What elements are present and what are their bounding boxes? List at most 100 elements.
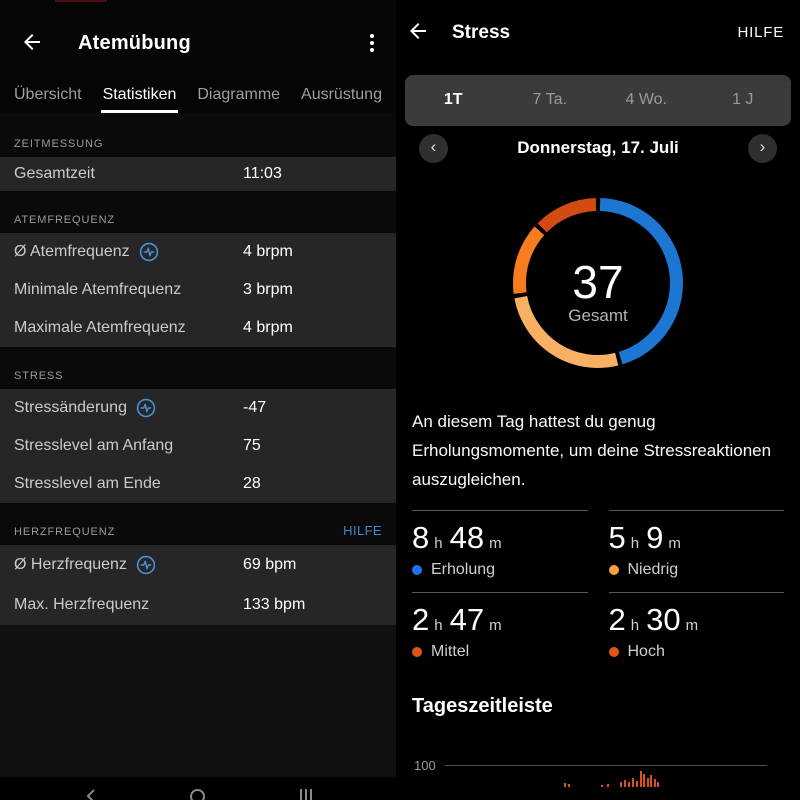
timeline-bar — [620, 782, 622, 788]
kebab-menu-icon — [370, 34, 374, 38]
date-navigation: ‹ Donnerstag, 17. Juli › — [396, 126, 800, 170]
time-range-selector: 1T 7 Ta. 4 Wo. 1 J — [405, 74, 792, 127]
stat-row-max-atemfrequenz: Maximale Atemfrequenz 4 brpm — [14, 319, 293, 336]
timeline-bar — [632, 778, 634, 788]
timeline-bar — [564, 783, 566, 788]
section-header-stress: STRESS — [0, 347, 396, 389]
donut-segment-niedrig — [514, 295, 619, 369]
stat-row-min-atemfrequenz: Minimale Atemfrequenz 3 brpm — [14, 281, 293, 298]
donut-center-value: 37 — [572, 256, 623, 308]
left-header: Atemübung — [0, 0, 396, 72]
tab-statistiken[interactable]: Statistiken — [100, 86, 179, 113]
legend-dot-erholung — [412, 565, 422, 576]
donut-segment-hoch — [537, 198, 597, 233]
prev-day-button[interactable]: ‹ — [419, 133, 448, 163]
timeline-bar — [654, 779, 656, 788]
stress-screen: Stress HILFE 1T 7 Ta. 4 Wo. 1 J ‹ Donner… — [396, 0, 800, 800]
gridline-100 — [444, 765, 767, 767]
section-rows: Ø Herzfrequenz 69 bpm Max. Herzfrequenz … — [0, 545, 396, 625]
chevron-right-icon: › — [759, 137, 766, 157]
section-header-atemfrequenz: ATEMFREQUENZ — [0, 191, 396, 233]
section-header-herzfrequenz: HERZFREQUENZ HILFE — [0, 503, 396, 545]
timeline-bar — [657, 782, 659, 788]
stat-row-avg-herzfrequenz: Ø Herzfrequenz 69 bpm — [14, 555, 297, 575]
legend-dot-hoch — [608, 647, 619, 658]
timeline-bar — [628, 782, 630, 788]
hilfe-link-right[interactable]: HILFE — [737, 24, 784, 42]
timeline-bar — [624, 780, 626, 788]
stat-row-stresslevel-ende: Stresslevel am Ende 28 — [14, 475, 261, 492]
donut-segment-mittel — [513, 226, 545, 294]
ytick-100: 100 — [414, 758, 436, 774]
timeline-bar — [636, 781, 638, 788]
stat-value: 2 h 47 m — [412, 602, 502, 638]
right-header: Stress HILFE — [396, 0, 800, 56]
timeline-bar — [640, 771, 642, 788]
legend-dot-mittel — [412, 647, 422, 658]
stat-row-stressaenderung: Stressänderung -47 — [14, 398, 267, 418]
range-tab-1j[interactable]: 1 J — [695, 91, 792, 109]
page-title: Atemübung — [78, 31, 191, 54]
timeline-bar — [607, 784, 609, 788]
range-tab-4wo[interactable]: 4 Wo. — [598, 91, 695, 109]
range-tab-7ta[interactable]: 7 Ta. — [502, 91, 599, 109]
back-icon[interactable] — [85, 789, 99, 800]
arrow-left-icon — [406, 19, 430, 46]
stat-value: 8 h 48 m — [412, 520, 502, 556]
tab-bar: Übersicht Statistiken Diagramme Ausrüstu… — [0, 72, 396, 113]
chevron-left-icon: ‹ — [430, 137, 437, 157]
stat-row-stresslevel-anfang: Stresslevel am Anfang 75 — [14, 437, 261, 454]
section-rows: Ø Atemfrequenz 4 brpm Minimale Atemfrequ… — [0, 233, 396, 347]
home-icon[interactable] — [190, 789, 205, 800]
next-day-button[interactable]: › — [748, 133, 777, 163]
stat-row-max-herzfrequenz: Max. Herzfrequenz 133 bpm — [14, 596, 306, 613]
section-header-zeitmessung: ZEITMESSUNG — [0, 113, 396, 157]
statusbar-artifact — [55, 0, 107, 2]
chart-axis: 100 — [414, 758, 767, 773]
info-pulse-icon[interactable] — [136, 555, 156, 575]
tab-ausruestung[interactable]: Ausrüstung — [299, 86, 384, 113]
timeline-heading: Tageszeitleiste — [412, 695, 553, 718]
timeline-bar — [568, 784, 570, 788]
page-title: Stress — [452, 21, 511, 43]
section-rows: Stressänderung -47 Stresslevel am Anfang… — [0, 389, 396, 503]
hilfe-link-left[interactable]: HILFE — [343, 523, 382, 538]
overflow-menu-button[interactable] — [364, 30, 380, 56]
timeline-chart: 100 — [396, 745, 800, 788]
timeline-bar — [647, 778, 649, 788]
android-navbar — [0, 777, 396, 800]
tab-uebersicht[interactable]: Übersicht — [12, 86, 84, 113]
stat-erholung: 8 h 48 m Erholung — [412, 510, 588, 592]
stat-row-avg-atemfrequenz: Ø Atemfrequenz 4 brpm — [14, 242, 293, 262]
info-pulse-icon[interactable] — [136, 398, 156, 418]
tab-diagramme[interactable]: Diagramme — [195, 86, 282, 113]
bottom-strip — [396, 787, 800, 800]
stat-mittel: 2 h 47 m Mittel — [412, 592, 588, 674]
back-button[interactable] — [406, 19, 430, 46]
donut-center-label: Gesamt — [568, 306, 628, 325]
range-tab-1t[interactable]: 1T — [405, 91, 502, 109]
legend-dot-niedrig — [608, 565, 619, 576]
donut-segment-erholung — [599, 198, 683, 365]
recents-icon[interactable] — [300, 789, 312, 800]
daily-summary-text: An diesem Tag hattest du genug Erholungs… — [412, 412, 772, 490]
timeline-bar — [643, 774, 645, 788]
stat-hoch: 2 h 30 m Hoch — [608, 592, 784, 674]
timeline-bar — [650, 775, 652, 788]
info-pulse-icon[interactable] — [139, 242, 159, 262]
breathing-exercise-screen: Atemübung Übersicht Statistiken Diagramm… — [0, 0, 396, 800]
stress-donut-chart: 37 Gesamt — [396, 185, 800, 381]
stat-row-gesamtzeit: Gesamtzeit 11:03 — [14, 165, 282, 182]
date-label: Donnerstag, 17. Juli — [517, 138, 679, 158]
timeline-bars — [396, 745, 800, 788]
arrow-left-icon — [20, 30, 44, 57]
timeline-bar — [601, 785, 603, 788]
section-rows: Gesamtzeit 11:03 — [0, 157, 396, 191]
empty-area — [0, 625, 396, 777]
back-button[interactable] — [20, 30, 44, 57]
stat-value: 2 h 30 m — [608, 602, 699, 638]
